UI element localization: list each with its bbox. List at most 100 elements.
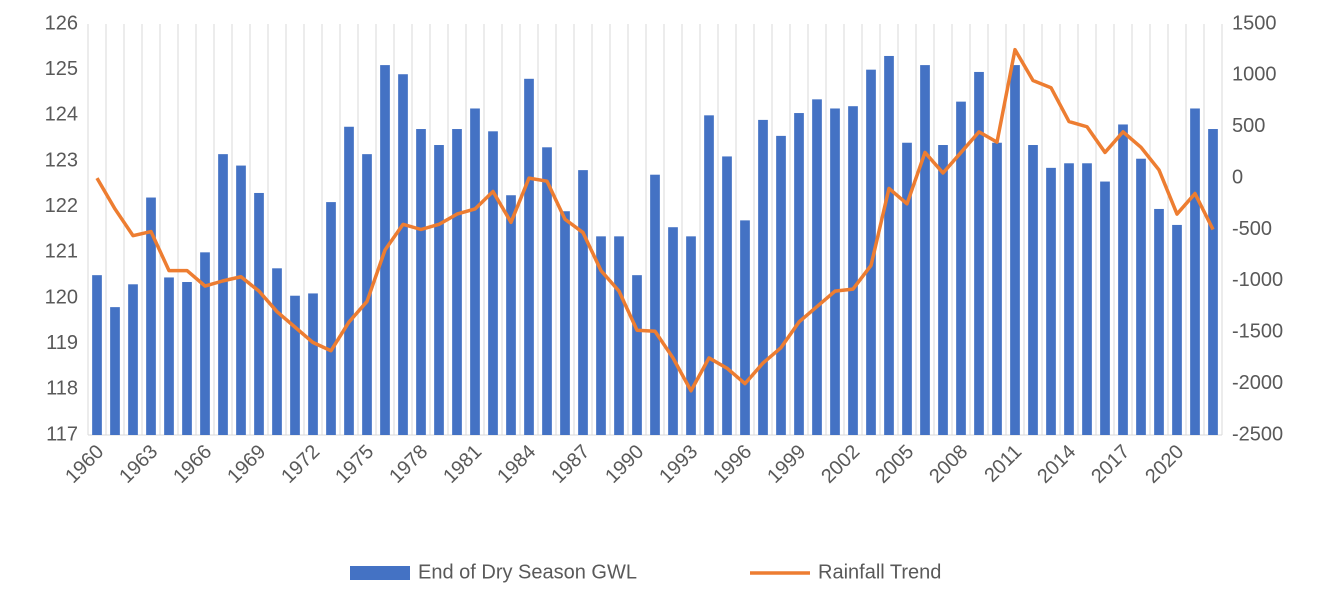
bar — [452, 129, 462, 436]
bar — [110, 307, 120, 435]
bar — [236, 165, 246, 436]
x-tick-label: 2014 — [1033, 441, 1080, 488]
bar — [830, 108, 840, 435]
bar — [128, 284, 138, 435]
y2-tick-label: 0 — [1232, 166, 1243, 188]
bar — [1082, 163, 1092, 436]
bar — [434, 145, 444, 435]
bar — [272, 268, 282, 435]
bar — [1064, 163, 1074, 436]
bar — [560, 211, 570, 435]
bar — [1046, 167, 1056, 435]
bar — [254, 192, 264, 435]
bar — [542, 147, 552, 436]
x-tick-label: 2002 — [817, 441, 864, 488]
bar — [956, 101, 966, 435]
bar — [704, 115, 714, 435]
bar — [416, 129, 426, 436]
bar — [218, 154, 228, 435]
bar — [524, 78, 534, 436]
y-tick-label: 119 — [46, 332, 78, 354]
bar — [794, 113, 804, 436]
y2-tick-label: -500 — [1232, 218, 1272, 240]
x-tick-label: 1993 — [655, 441, 702, 488]
y-tick-label: 125 — [45, 58, 78, 80]
bar — [848, 106, 858, 435]
bar — [344, 126, 354, 435]
y-tick-label: 126 — [45, 12, 78, 34]
bar — [92, 275, 102, 435]
bar — [326, 202, 336, 435]
y2-tick-label: -2500 — [1232, 423, 1283, 445]
y-tick-label: 118 — [46, 378, 78, 400]
legend-label: End of Dry Season GWL — [418, 561, 637, 583]
bar — [1136, 158, 1146, 435]
bar — [668, 227, 678, 435]
bar — [596, 236, 606, 435]
x-tick-label: 2017 — [1087, 441, 1134, 488]
y-tick-label: 124 — [45, 104, 78, 126]
bar — [1154, 208, 1164, 435]
bar — [884, 55, 894, 435]
x-tick-label: 1966 — [169, 441, 216, 488]
x-tick-label: 1996 — [709, 441, 756, 488]
x-tick-label: 1984 — [493, 441, 540, 488]
bar — [146, 197, 156, 435]
bar — [164, 277, 174, 435]
bar — [650, 174, 660, 435]
y2-tick-label: -2000 — [1232, 372, 1283, 394]
bar — [308, 293, 318, 435]
y2-tick-label: -1500 — [1232, 321, 1283, 343]
bar — [1028, 145, 1038, 435]
x-tick-label: 2005 — [871, 441, 918, 488]
bar — [470, 108, 480, 435]
legend-swatch — [350, 566, 410, 580]
x-tick-label: 1987 — [547, 441, 594, 488]
bar — [200, 252, 210, 435]
x-tick-label: 1963 — [115, 441, 162, 488]
x-tick-label: 1960 — [61, 441, 108, 488]
y-tick-label: 120 — [45, 286, 78, 308]
bar — [506, 195, 516, 435]
x-tick-label: 1999 — [763, 441, 810, 488]
bar — [398, 74, 408, 435]
bar — [974, 71, 984, 435]
bar — [776, 135, 786, 435]
bar — [1118, 124, 1128, 435]
y2-tick-label: 1500 — [1232, 12, 1277, 34]
x-tick-label: 1975 — [331, 441, 378, 488]
bar — [812, 99, 822, 435]
y2-tick-label: 500 — [1232, 115, 1265, 137]
y2-tick-label: -1000 — [1232, 269, 1283, 291]
bar — [920, 65, 930, 435]
x-tick-label: 2020 — [1141, 441, 1188, 488]
y-tick-label: 123 — [45, 149, 78, 171]
y-tick-label: 117 — [46, 423, 78, 445]
x-tick-label: 1972 — [277, 441, 324, 488]
bar — [182, 282, 192, 435]
legend-label: Rainfall Trend — [818, 561, 941, 583]
bar — [1010, 65, 1020, 435]
line — [95, 47, 1215, 393]
bar — [686, 236, 696, 435]
x-tick-label: 2011 — [980, 441, 1026, 487]
y2-tick-label: 1000 — [1232, 64, 1277, 86]
bar — [290, 295, 300, 435]
bar — [992, 142, 1002, 435]
x-tick-label: 1981 — [439, 441, 486, 488]
bar — [632, 275, 642, 435]
bar — [362, 154, 372, 435]
y-tick-label: 121 — [45, 241, 78, 263]
y-tick-label: 122 — [45, 195, 78, 217]
x-tick-label: 1990 — [601, 441, 648, 488]
bar — [722, 156, 732, 435]
bar — [578, 170, 588, 435]
bar — [866, 69, 876, 436]
bar — [1172, 224, 1182, 435]
bar — [740, 220, 750, 435]
bar — [614, 236, 624, 435]
bar — [938, 145, 948, 435]
bar — [758, 119, 768, 436]
x-tick-label: 1969 — [223, 441, 270, 488]
